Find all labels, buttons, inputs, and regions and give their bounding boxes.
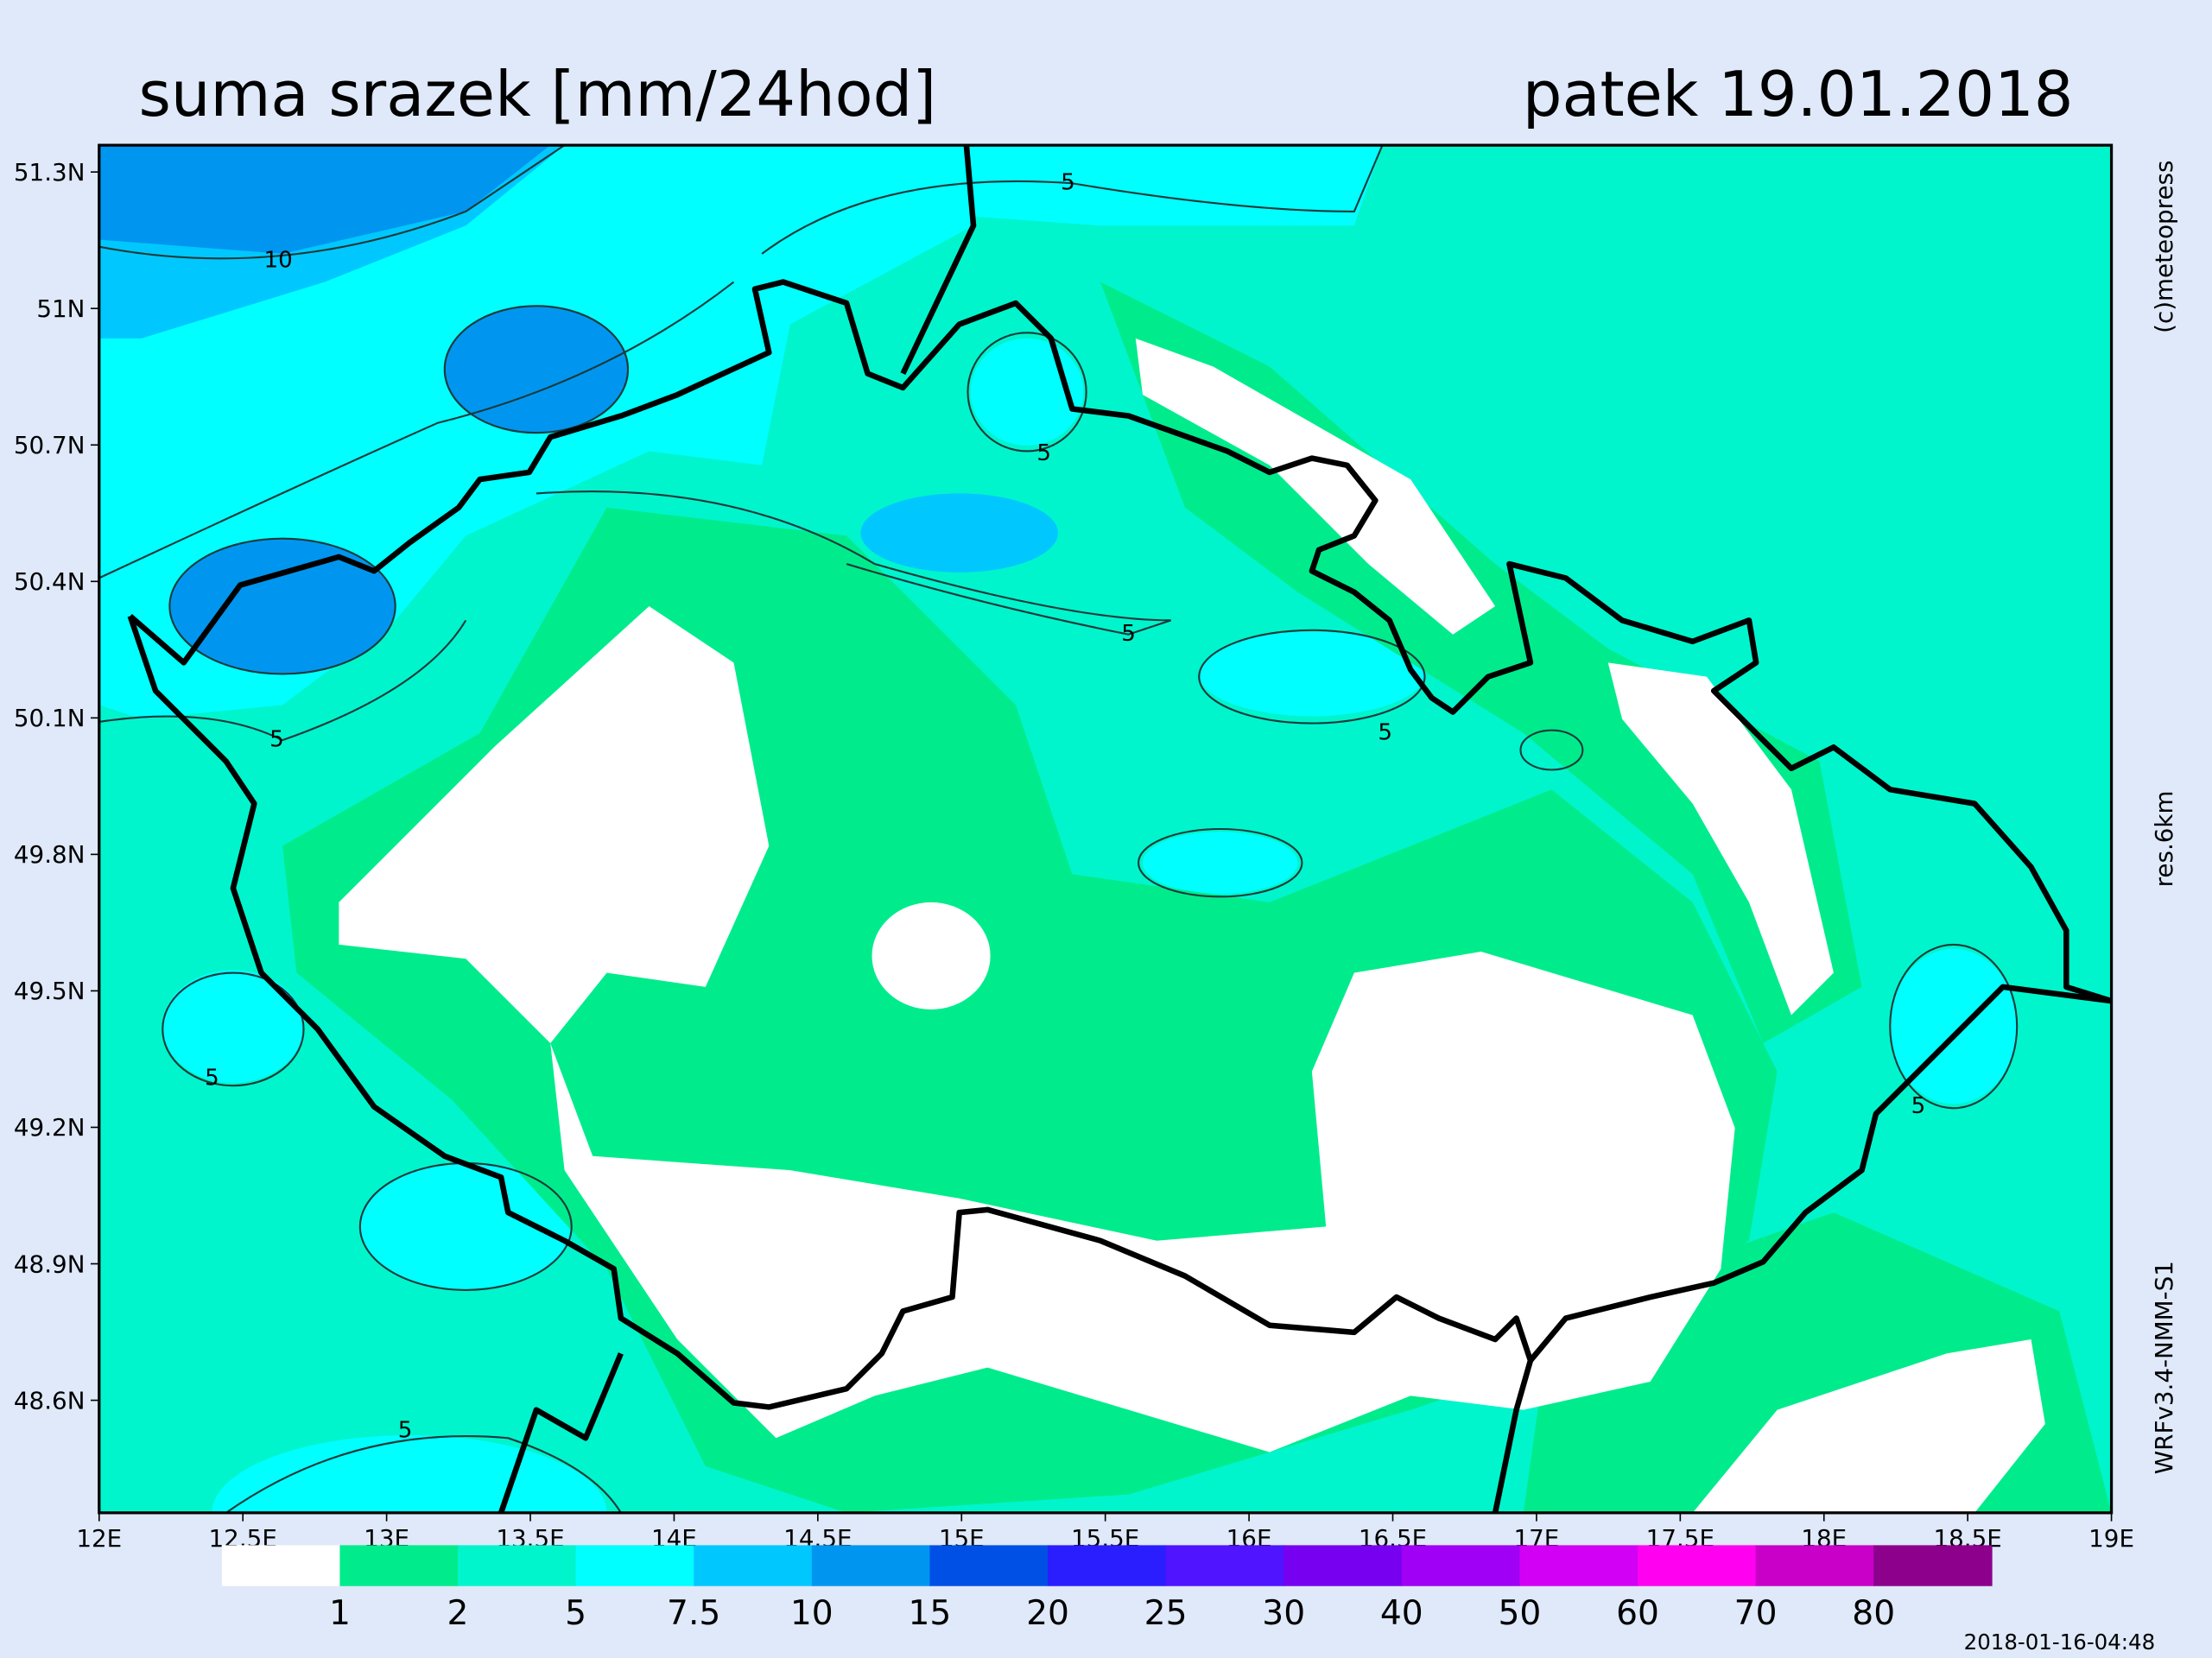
contour-label: 5 bbox=[398, 1418, 413, 1444]
lat-label: 49.8N bbox=[14, 840, 86, 869]
legend-swatch bbox=[575, 1545, 695, 1586]
model-name: WRFv3.4-NMM-S1 bbox=[2150, 1261, 2178, 1474]
title: suma srazek [mm/24hod] bbox=[138, 58, 936, 130]
cyan-area bbox=[162, 970, 304, 1083]
lon-label: 12E bbox=[76, 1524, 122, 1553]
lat-label: 49.5N bbox=[14, 977, 86, 1005]
legend-level: 80 bbox=[1852, 1594, 1895, 1633]
contour-label: 5 bbox=[1061, 170, 1075, 196]
lat-label: 51N bbox=[36, 294, 85, 323]
dry-area bbox=[339, 606, 1735, 1452]
legend-swatch bbox=[694, 1545, 813, 1586]
borders bbox=[127, 145, 2112, 1513]
legend-swatch bbox=[1165, 1545, 1285, 1586]
dark-blue-area bbox=[444, 306, 629, 433]
dry-area bbox=[1135, 338, 1496, 635]
contour-label: 10 bbox=[264, 248, 293, 274]
legend-level: 40 bbox=[1380, 1594, 1423, 1633]
lat-label: 50.1N bbox=[14, 704, 86, 732]
cyan-area bbox=[1142, 832, 1298, 895]
dry-area bbox=[1607, 662, 1834, 1016]
date: patek 19.01.2018 bbox=[1523, 58, 2074, 130]
cyan-area bbox=[359, 1162, 572, 1290]
lon-label: 19E bbox=[2088, 1524, 2134, 1553]
lat-label: 48.9N bbox=[14, 1250, 86, 1278]
contour-label: 5 bbox=[205, 1065, 219, 1091]
dark-blue-area bbox=[98, 145, 551, 254]
legend-level: 25 bbox=[1144, 1594, 1188, 1633]
dry-area bbox=[871, 902, 991, 1009]
legend-swatch bbox=[929, 1545, 1049, 1586]
legend-swatch bbox=[339, 1545, 459, 1586]
legend-swatch bbox=[221, 1545, 341, 1586]
legend: 1 2 5 7.5 10 15 20 25 30 40 50 60 70 80 bbox=[221, 1545, 1993, 1633]
legend-level: 20 bbox=[1026, 1594, 1069, 1633]
legend-swatch bbox=[811, 1545, 931, 1586]
legend-level: 15 bbox=[908, 1594, 951, 1633]
lat-label: 50.4N bbox=[14, 567, 86, 596]
resolution: res.6km bbox=[2150, 790, 2178, 887]
lat-label: 51.3N bbox=[14, 158, 86, 187]
legend-swatch bbox=[1401, 1545, 1521, 1586]
legend-level: 60 bbox=[1616, 1594, 1659, 1633]
cyan-area bbox=[970, 338, 1084, 446]
timestamp: 2018-01-16-04:48 bbox=[1964, 1630, 2156, 1655]
lat-label: 50.7N bbox=[14, 431, 86, 459]
legend-level: 50 bbox=[1498, 1594, 1541, 1633]
legend-level: 7.5 bbox=[667, 1594, 720, 1633]
legend-swatch bbox=[458, 1545, 577, 1586]
legend-level: 2 bbox=[447, 1594, 469, 1633]
contour-label: 5 bbox=[1121, 621, 1136, 647]
lat-label: 49.2N bbox=[14, 1113, 86, 1142]
cyan-area bbox=[1199, 631, 1425, 717]
legend-level: 1 bbox=[329, 1594, 351, 1633]
legend-swatch bbox=[1755, 1545, 1875, 1586]
contours bbox=[98, 145, 2019, 1513]
blue-area bbox=[860, 493, 1058, 573]
legend-swatch bbox=[1873, 1545, 1993, 1586]
contour-label: 5 bbox=[1911, 1093, 1926, 1119]
contour-labels: 10 5 5 5 5 5 5 5 5 bbox=[205, 170, 1925, 1444]
contour-label: 5 bbox=[269, 727, 284, 753]
legend-level: 30 bbox=[1262, 1594, 1305, 1633]
legend-level: 70 bbox=[1734, 1594, 1778, 1633]
legend-swatch bbox=[1519, 1545, 1638, 1586]
lat-label: 48.6N bbox=[14, 1386, 86, 1414]
legend-swatch bbox=[1638, 1545, 1757, 1586]
copyright: (c)meteopress bbox=[2150, 161, 2178, 333]
contour-label: 5 bbox=[1036, 440, 1051, 466]
precip-field: 10 5 5 5 5 5 5 5 5 bbox=[98, 145, 2112, 1513]
contour-label: 5 bbox=[1378, 719, 1392, 745]
legend-level: 5 bbox=[565, 1594, 586, 1633]
legend-level: 10 bbox=[790, 1594, 833, 1633]
dark-blue-area bbox=[169, 538, 396, 674]
legend-swatch bbox=[1048, 1545, 1167, 1586]
legend-swatch bbox=[1283, 1545, 1403, 1586]
cyan-area bbox=[593, 145, 1383, 282]
dry-area bbox=[1692, 1339, 2045, 1513]
